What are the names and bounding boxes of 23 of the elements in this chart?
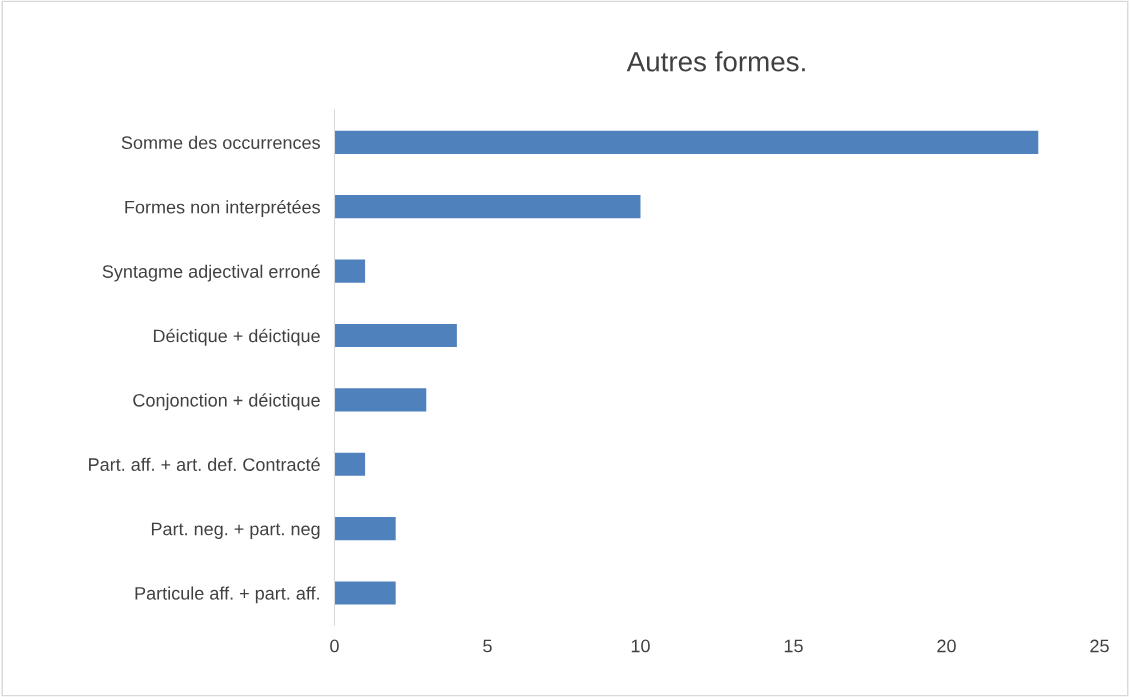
bar [334, 388, 427, 412]
bar [334, 195, 641, 219]
x-tick-label: 5 [483, 639, 492, 653]
bar [334, 581, 396, 605]
x-tick-label: 0 [330, 639, 339, 653]
bar [334, 259, 366, 283]
y-tick-label: Syntagme adjectival erroné [102, 264, 320, 282]
x-tick-label: 20 [937, 639, 956, 653]
y-tick-label: Formes non interprétées [125, 200, 320, 218]
bar [334, 323, 457, 348]
y-tick-label: Particule aff. + part. aff. [135, 586, 319, 604]
x-tick-label: 10 [631, 639, 650, 653]
bar [334, 452, 366, 476]
y-tick-label: Part. neg. + part. neg [151, 522, 320, 539]
chart-title: Autres formes. [626, 51, 805, 72]
bar [334, 517, 396, 541]
y-tick-label: Déictique + déictique [153, 328, 320, 346]
y-tick-label: Conjonction + déictique [133, 393, 320, 411]
x-tick-label: 25 [1090, 639, 1109, 653]
y-tick-label: Somme des occurrences [121, 135, 320, 150]
y-tick-label: Part. aff. + art. def. Contracté [89, 457, 320, 471]
bar [334, 130, 1039, 154]
x-tick-label: 15 [784, 639, 803, 653]
